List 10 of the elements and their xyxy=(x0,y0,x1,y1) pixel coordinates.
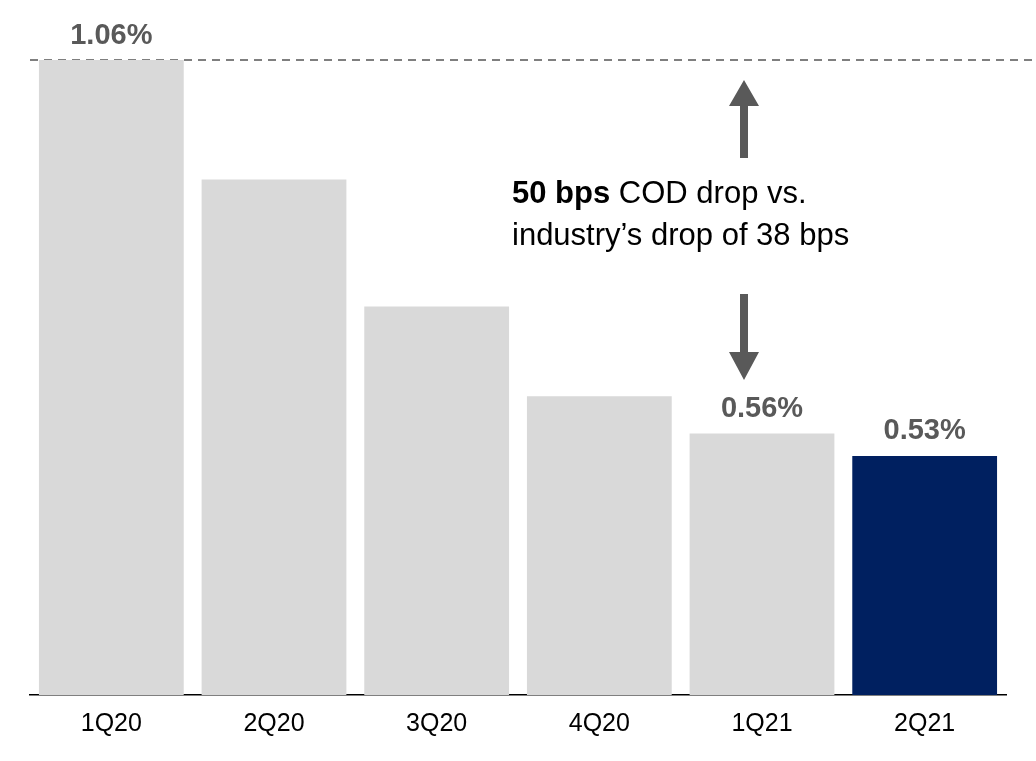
data-label: 0.56% xyxy=(720,391,804,424)
x-tick-label: 1Q20 xyxy=(80,707,142,736)
x-tick-label: 3Q20 xyxy=(406,707,468,736)
data-label: 0.53% xyxy=(883,413,966,446)
x-tick-label: 2Q21 xyxy=(894,707,956,736)
annotation: 50 bps COD drop vs. industry’s drop of 38 bps xyxy=(512,174,851,254)
x-tick-label: 2Q20 xyxy=(243,707,305,736)
x-tick-label: 4Q20 xyxy=(568,707,630,736)
x-tick-label: 1Q21 xyxy=(731,707,793,736)
data-label: 1.06% xyxy=(70,17,153,50)
